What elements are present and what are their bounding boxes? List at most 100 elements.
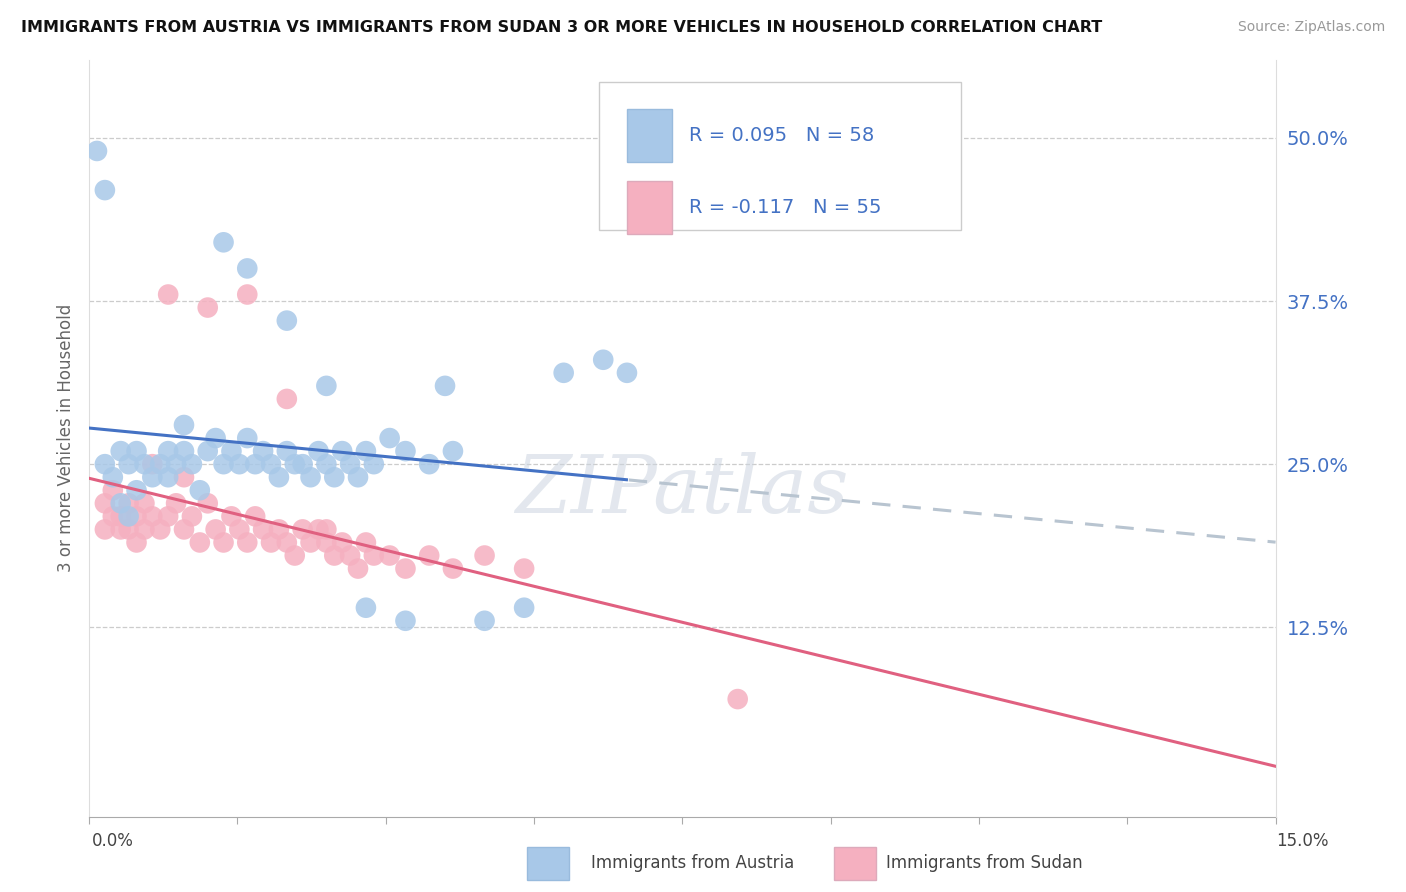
Point — [157, 509, 180, 524]
Point — [204, 523, 226, 537]
Text: ZIPatlas: ZIPatlas — [516, 452, 849, 530]
Point — [315, 379, 337, 393]
Point — [125, 535, 148, 549]
Point — [117, 496, 139, 510]
Point — [354, 444, 377, 458]
Point — [553, 366, 575, 380]
Point — [94, 523, 117, 537]
Point — [474, 614, 496, 628]
Point — [441, 561, 464, 575]
Point — [212, 535, 235, 549]
Point — [315, 535, 337, 549]
Point — [141, 470, 163, 484]
Point — [434, 379, 457, 393]
Point — [197, 301, 219, 315]
Point — [94, 183, 117, 197]
Text: 15.0%: 15.0% — [1277, 832, 1329, 850]
Point — [315, 523, 337, 537]
FancyBboxPatch shape — [627, 109, 672, 161]
Point — [157, 287, 180, 301]
Point — [228, 457, 250, 471]
Point — [94, 496, 117, 510]
Point — [94, 457, 117, 471]
Point — [474, 549, 496, 563]
Point — [221, 509, 243, 524]
Point — [378, 431, 401, 445]
Point — [291, 457, 314, 471]
Point — [134, 496, 156, 510]
Point — [204, 431, 226, 445]
Point — [141, 457, 163, 471]
Point — [354, 535, 377, 549]
Point — [212, 235, 235, 250]
Point — [134, 523, 156, 537]
Point — [347, 561, 370, 575]
Point — [267, 470, 290, 484]
Point — [197, 444, 219, 458]
Point — [221, 444, 243, 458]
Point — [291, 523, 314, 537]
Point — [276, 313, 298, 327]
Text: IMMIGRANTS FROM AUSTRIA VS IMMIGRANTS FROM SUDAN 3 OR MORE VEHICLES IN HOUSEHOLD: IMMIGRANTS FROM AUSTRIA VS IMMIGRANTS FR… — [21, 20, 1102, 35]
Point — [299, 470, 322, 484]
Point — [339, 457, 361, 471]
Point — [180, 457, 202, 471]
Point — [347, 470, 370, 484]
Point — [101, 483, 124, 498]
Point — [173, 417, 195, 432]
Point — [173, 470, 195, 484]
Point — [394, 614, 416, 628]
Point — [330, 444, 353, 458]
Point — [180, 509, 202, 524]
Point — [592, 352, 614, 367]
Point — [616, 366, 638, 380]
Point — [727, 692, 749, 706]
Point — [363, 549, 385, 563]
Point — [101, 509, 124, 524]
Point — [165, 457, 187, 471]
Point — [252, 444, 274, 458]
Point — [125, 509, 148, 524]
Point — [378, 549, 401, 563]
FancyBboxPatch shape — [627, 181, 672, 234]
Point — [323, 549, 346, 563]
Point — [197, 496, 219, 510]
Point — [165, 496, 187, 510]
Text: Immigrants from Austria: Immigrants from Austria — [591, 855, 794, 872]
Point — [276, 392, 298, 406]
Point — [243, 509, 266, 524]
Point — [125, 483, 148, 498]
Point — [157, 470, 180, 484]
Point — [236, 261, 259, 276]
Point — [323, 470, 346, 484]
Point — [173, 444, 195, 458]
Text: Source: ZipAtlas.com: Source: ZipAtlas.com — [1237, 20, 1385, 34]
Point — [276, 535, 298, 549]
Point — [236, 431, 259, 445]
Point — [110, 496, 132, 510]
Text: R = 0.095   N = 58: R = 0.095 N = 58 — [689, 126, 875, 145]
Point — [173, 523, 195, 537]
Point — [339, 549, 361, 563]
Point — [125, 444, 148, 458]
Point — [149, 457, 172, 471]
Point — [276, 444, 298, 458]
Point — [188, 483, 211, 498]
Point — [308, 523, 330, 537]
Point — [212, 457, 235, 471]
Point — [513, 561, 536, 575]
Text: 0.0%: 0.0% — [91, 832, 134, 850]
Point — [252, 523, 274, 537]
Point — [284, 457, 307, 471]
Text: Immigrants from Sudan: Immigrants from Sudan — [886, 855, 1083, 872]
Point — [260, 457, 283, 471]
Point — [134, 457, 156, 471]
Point — [354, 600, 377, 615]
Point — [236, 287, 259, 301]
Point — [110, 444, 132, 458]
Point — [228, 523, 250, 537]
Point — [418, 549, 440, 563]
Point — [267, 523, 290, 537]
Point — [117, 457, 139, 471]
Point — [188, 535, 211, 549]
